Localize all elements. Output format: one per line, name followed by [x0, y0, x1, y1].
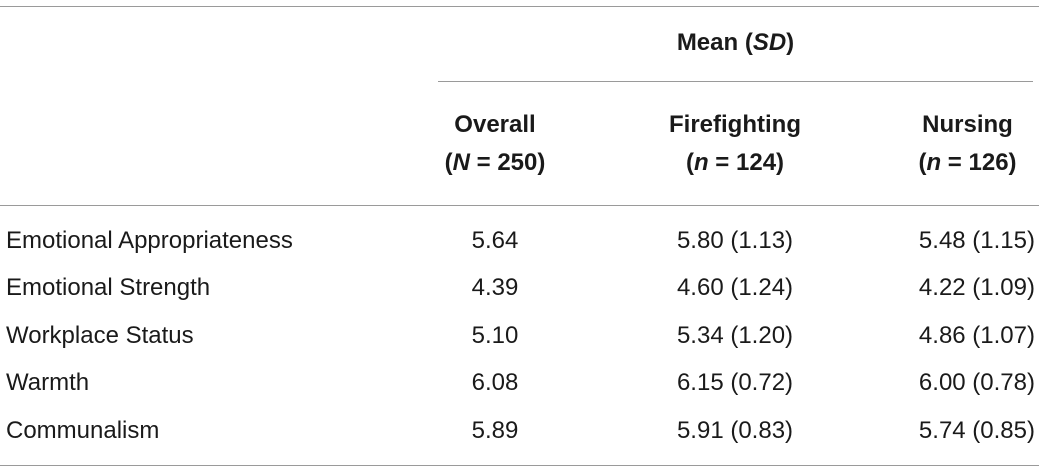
cell-firefighting: 4.60 (1.24)	[676, 274, 794, 301]
sample-size-open: (	[444, 149, 453, 176]
sample-size-symbol: n	[926, 149, 942, 176]
cell-nursing: 4.22 (1.09)	[918, 274, 1035, 301]
cell-overall: 5.10	[471, 322, 519, 349]
cell-firefighting: 5.34 (1.20)	[676, 322, 794, 349]
cell-firefighting: 5.80 (1.13)	[676, 227, 794, 254]
column-sample-size: (N = 250)	[420, 144, 570, 182]
group-header-mean-sd: Mean (SD)	[438, 28, 1033, 58]
row-label: Warmth	[6, 369, 90, 396]
cell-overall: 5.64	[471, 227, 519, 254]
group-header-suffix: )	[786, 29, 795, 56]
table-row: Warmth 6.08 6.15 (0.72) 6.00 (0.78)	[0, 359, 1039, 407]
cell-nursing: 4.86 (1.07)	[918, 322, 1035, 349]
column-title: Nursing	[922, 111, 1013, 138]
row-label: Communalism	[6, 417, 160, 444]
table-row: Emotional Appropriateness 5.64 5.80 (1.1…	[0, 217, 1039, 265]
sample-size-symbol: n	[693, 149, 709, 176]
column-header-firefighting: Firefighting (n = 124)	[630, 106, 840, 182]
sample-size-symbol: N	[452, 149, 470, 176]
column-header-nursing: Nursing (n = 126)	[880, 106, 1039, 182]
group-header-italic: SD	[752, 29, 787, 56]
table-row: Communalism 5.89 5.91 (0.83) 5.74 (0.85)	[0, 407, 1039, 455]
row-label: Emotional Strength	[6, 274, 211, 301]
column-sample-size: (n = 124)	[630, 144, 840, 182]
group-header-prefix: Mean (	[676, 29, 753, 56]
column-title: Overall	[454, 111, 536, 138]
cell-firefighting: 5.91 (0.83)	[676, 417, 794, 444]
cell-nursing: 5.74 (0.85)	[918, 417, 1035, 444]
table-top-rule	[0, 6, 1039, 7]
row-label: Emotional Appropriateness	[6, 227, 293, 254]
cell-overall: 4.39	[471, 274, 519, 301]
sample-size-open: (	[685, 149, 694, 176]
header-bottom-rule	[0, 205, 1039, 206]
column-title: Firefighting	[669, 111, 801, 138]
table-row: Emotional Strength 4.39 4.60 (1.24) 4.22…	[0, 264, 1039, 312]
cell-overall: 5.89	[471, 417, 519, 444]
cell-overall: 6.08	[471, 369, 519, 396]
sample-size-value: = 126)	[941, 149, 1017, 176]
table-row: Workplace Status 5.10 5.34 (1.20) 4.86 (…	[0, 312, 1039, 360]
table-bottom-rule	[0, 465, 1039, 466]
cell-firefighting: 6.15 (0.72)	[676, 369, 794, 396]
sample-size-value: = 250)	[469, 149, 546, 176]
row-label: Workplace Status	[6, 322, 194, 349]
column-header-overall: Overall (N = 250)	[420, 106, 570, 182]
column-sample-size: (n = 126)	[880, 144, 1039, 182]
sample-size-open: (	[918, 149, 927, 176]
cell-nursing: 6.00 (0.78)	[918, 369, 1035, 396]
cell-nursing: 5.48 (1.15)	[918, 227, 1035, 254]
group-header-rule	[438, 81, 1033, 82]
sample-size-value: = 124)	[708, 149, 785, 176]
